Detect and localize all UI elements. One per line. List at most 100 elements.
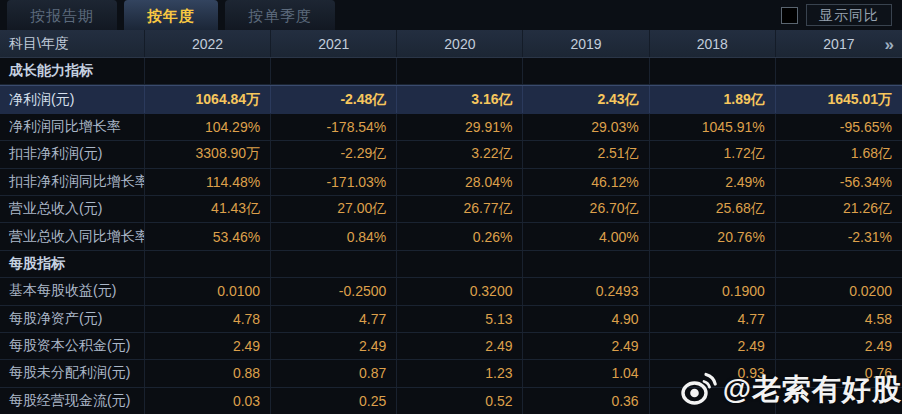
row-label: 每股经营现金流(元) [0, 388, 145, 414]
cell-value: 1645.01万 [776, 86, 902, 112]
cell-value: 4.90 [523, 306, 649, 332]
show-yoy-label[interactable]: 显示同比 [806, 4, 892, 26]
cell-value: -56.34% [776, 169, 902, 195]
table-row: 营业总收入同比增长率53.46%0.84%0.26%4.00%20.76%-2.… [0, 223, 902, 250]
cell-value [650, 58, 776, 84]
cell-value: 2.51亿 [523, 141, 649, 167]
tab-by-single-quarter[interactable]: 按单季度 [225, 0, 335, 30]
cell-value: 2.49 [776, 333, 902, 359]
table-row: 营业总收入(元)41.43亿27.00亿26.77亿26.70亿25.68亿21… [0, 196, 902, 223]
cell-value: 3.16亿 [397, 86, 523, 112]
period-tab-bar: 按报告期 按年度 按单季度 显示同比 [0, 0, 902, 30]
cell-value: 28.04% [397, 169, 523, 195]
cell-value: 0.84% [271, 223, 397, 249]
cell-value: 0.0100 [145, 278, 271, 304]
cell-value: 25.68亿 [650, 196, 776, 222]
cell-value: 2.49 [523, 333, 649, 359]
cell-value: 0.52 [397, 388, 523, 414]
cell-value [776, 388, 902, 414]
cell-value: 41.43亿 [145, 196, 271, 222]
cell-value: 0.36 [523, 388, 649, 414]
row-label: 每股指标 [0, 251, 145, 277]
cell-value: 3.22亿 [397, 141, 523, 167]
cell-value: 0.76 [776, 360, 902, 386]
table-row: 每股净资产(元)4.784.775.134.904.774.58 [0, 306, 902, 333]
row-label: 净利润同比增长率 [0, 114, 145, 140]
row-label: 扣非净利润(元) [0, 141, 145, 167]
tab-by-report-period[interactable]: 按报告期 [7, 0, 117, 30]
cell-value: 4.77 [271, 306, 397, 332]
table-row: 净利润(元)1064.84万-2.48亿3.16亿2.43亿1.89亿1645.… [0, 85, 902, 113]
cell-value: 1.04 [523, 360, 649, 386]
cell-value: 1.23 [397, 360, 523, 386]
cell-value [650, 388, 776, 414]
table-row: 每股经营现金流(元)0.030.250.520.36 [0, 388, 902, 414]
cell-value: 0.0200 [776, 278, 902, 304]
cell-value [523, 251, 649, 277]
cell-value: 27.00亿 [271, 196, 397, 222]
cell-value: 1064.84万 [145, 86, 271, 112]
cell-value: 26.77亿 [397, 196, 523, 222]
cell-value [145, 251, 271, 277]
cell-value [776, 58, 902, 84]
cell-value: 0.25 [271, 388, 397, 414]
cell-value: 26.70亿 [523, 196, 649, 222]
table-row: 每股指标 [0, 251, 902, 278]
cell-value: 2.49 [397, 333, 523, 359]
cell-value: 4.00% [523, 223, 649, 249]
cell-value: 0.2493 [523, 278, 649, 304]
cell-value [397, 251, 523, 277]
cell-value: 5.13 [397, 306, 523, 332]
cell-value [271, 58, 397, 84]
cell-value: 114.48% [145, 169, 271, 195]
cell-value: 3308.90万 [145, 141, 271, 167]
cell-value: 2.49% [650, 169, 776, 195]
year-column-header: 2021 [271, 30, 397, 57]
year-column-header: 2022 [145, 30, 271, 57]
tabbar-right-controls: 显示同比 [781, 0, 902, 30]
corner-header: 科目\年度 [0, 30, 145, 57]
table-row: 扣非净利润(元)3308.90万-2.29亿3.22亿2.51亿1.72亿1.6… [0, 141, 902, 168]
row-label: 每股资本公积金(元) [0, 333, 145, 359]
row-label: 营业总收入(元) [0, 196, 145, 222]
cell-value [776, 251, 902, 277]
row-label: 每股未分配利润(元) [0, 360, 145, 386]
cell-value: 2.49 [145, 333, 271, 359]
cell-value: 46.12% [523, 169, 649, 195]
cell-value [145, 58, 271, 84]
cell-value: 4.77 [650, 306, 776, 332]
year-column-header: 2017 » [776, 30, 902, 57]
row-label: 每股净资产(元) [0, 306, 145, 332]
cell-value: 0.87 [271, 360, 397, 386]
cell-value: -178.54% [271, 114, 397, 140]
show-yoy-checkbox[interactable] [781, 7, 798, 24]
more-years-icon[interactable]: » [885, 35, 894, 52]
row-label: 净利润(元) [0, 86, 145, 112]
cell-value: 2.43亿 [523, 86, 649, 112]
table-row: 每股未分配利润(元)0.880.871.231.040.930.76 [0, 360, 902, 387]
cell-value: 1.72亿 [650, 141, 776, 167]
cell-value: 0.88 [145, 360, 271, 386]
table-row: 净利润同比增长率104.29%-178.54%29.91%29.03%1045.… [0, 114, 902, 141]
financial-indicators-table: 科目\年度 2022 2021 2020 2019 2018 2017 » 成长… [0, 30, 902, 414]
cell-value: 0.03 [145, 388, 271, 414]
cell-value: 29.03% [523, 114, 649, 140]
cell-value: 2.49 [271, 333, 397, 359]
row-label: 成长能力指标 [0, 58, 145, 84]
table-row: 成长能力指标 [0, 58, 902, 85]
table-row: 扣非净利润同比增长率114.48%-171.03%28.04%46.12%2.4… [0, 169, 902, 196]
table-header-row: 科目\年度 2022 2021 2020 2019 2018 2017 » [0, 30, 902, 58]
cell-value: 21.26亿 [776, 196, 902, 222]
cell-value: 20.76% [650, 223, 776, 249]
year-column-header: 2019 [523, 30, 649, 57]
tab-by-year[interactable]: 按年度 [124, 0, 218, 30]
cell-value: 0.26% [397, 223, 523, 249]
cell-value [650, 251, 776, 277]
cell-value: -171.03% [271, 169, 397, 195]
row-label: 营业总收入同比增长率 [0, 223, 145, 249]
cell-value: -0.2500 [271, 278, 397, 304]
cell-value [271, 251, 397, 277]
cell-value: 0.93 [650, 360, 776, 386]
cell-value: -2.48亿 [271, 86, 397, 112]
cell-value [523, 58, 649, 84]
